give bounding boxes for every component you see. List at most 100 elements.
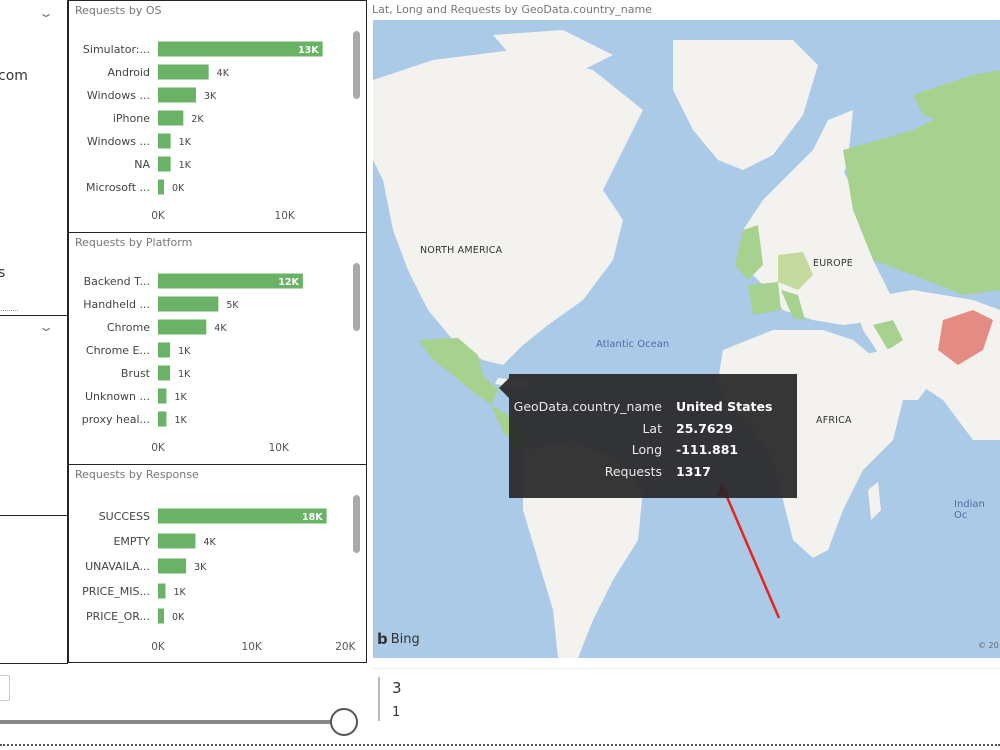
map-visual[interactable]: NORTH AMERICA EUROPE AFRICA Atlantic Oce… <box>373 20 1000 658</box>
bar[interactable] <box>158 179 164 195</box>
bar-category-label: Windows ... <box>87 89 150 102</box>
left-filter-panel-bottom <box>0 516 68 664</box>
bar[interactable] <box>158 388 167 404</box>
bar-category-label: proxy heal... <box>82 413 150 426</box>
bar[interactable] <box>158 64 209 80</box>
land-russia <box>843 90 1000 295</box>
bar[interactable] <box>158 533 196 549</box>
map-label-europe: EUROPE <box>813 258 853 269</box>
bar[interactable] <box>158 110 184 126</box>
bing-label: Bing <box>390 631 420 647</box>
map-title: Lat, Long and Requests by GeoData.countr… <box>372 3 652 16</box>
bar[interactable] <box>158 342 171 358</box>
tooltip-pointer <box>499 378 509 398</box>
tooltip-row: GeoData.country_name United States <box>509 396 797 418</box>
axis-tick-label: 10K <box>269 442 290 454</box>
tooltip-key: Lat <box>642 420 662 436</box>
land-iberia <box>748 282 781 315</box>
left-panel-fragment-top: com <box>0 68 28 84</box>
bar-chart-os: Simulator:... 13K Android 4K Windows ... 3K iP… <box>83 41 323 222</box>
tooltip-row: Lat 25.7629 <box>509 418 797 440</box>
bar-value-label: 1K <box>174 415 187 426</box>
bar-value-label: 1K <box>178 346 191 357</box>
chevron-down-icon[interactable]: ⌄ <box>37 6 55 20</box>
card-accent-bar <box>378 677 380 721</box>
bar[interactable] <box>158 133 171 149</box>
axis-tick-label: 0K <box>151 210 166 222</box>
slider-handle[interactable] <box>330 708 358 736</box>
bar[interactable] <box>158 583 166 599</box>
scrollbar[interactable] <box>353 495 360 553</box>
scrollbar[interactable] <box>353 31 360 99</box>
chart-title: Requests by Response <box>75 468 199 481</box>
bar-category-label: Backend T... <box>84 275 150 288</box>
bar-value-label: 4K <box>214 323 227 334</box>
world-map-shapes <box>373 30 1000 658</box>
bar-category-label: Chrome <box>107 321 150 334</box>
land-arctic-islands <box>493 30 613 75</box>
bar[interactable] <box>158 273 303 289</box>
slider-value-input[interactable] <box>0 675 10 701</box>
multi-row-card: 3 1 <box>372 668 1000 721</box>
bar-category-label: Simulator:... <box>83 43 150 56</box>
bar[interactable] <box>158 558 187 574</box>
land-north-america <box>373 50 643 365</box>
bar-value-label: 3K <box>194 562 207 573</box>
bar-chart-response: SUCCESS 18K EMPTY 4K UNAVAILA... 3K PRICE_MIS.… <box>82 508 357 653</box>
left-panel-divider <box>0 310 18 311</box>
bar[interactable] <box>158 365 171 381</box>
chart-requests-by-platform[interactable]: Requests by Platform Backend T... 12K Hand… <box>68 232 367 465</box>
slider-track[interactable] <box>0 720 335 724</box>
land-italy <box>781 290 805 320</box>
chart-requests-by-response[interactable]: Requests by Response SUCCESS 18K EMPTY 4K UN… <box>68 464 367 663</box>
bar[interactable] <box>158 411 167 427</box>
bar-category-label: Brust <box>121 367 151 380</box>
axis-tick-label: 10K <box>275 210 296 222</box>
bar-category-label: EMPTY <box>113 535 150 548</box>
chart-requests-by-os[interactable]: Requests by OS Simulator:... 13K Android 4K… <box>68 0 367 233</box>
tooltip-key: Requests <box>604 463 662 479</box>
bar-value-label: 4K <box>203 537 216 548</box>
bar-value-label: 3K <box>204 91 217 102</box>
bar-value-label: 0K <box>172 612 185 623</box>
bar-category-label: SUCCESS <box>99 510 150 523</box>
bing-logo-icon: b <box>377 630 388 648</box>
bar-chart-platform: Backend T... 12K Handheld ... 5K Chrome 4K Chr… <box>82 273 303 454</box>
bar[interactable] <box>158 319 207 335</box>
card-value-top: 3 <box>392 679 402 697</box>
axis-tick-label: 0K <box>151 442 166 454</box>
tooltip-key: Long <box>631 442 662 458</box>
chart-title: Requests by Platform <box>75 236 193 249</box>
page-bottom-border <box>0 744 1000 746</box>
bar[interactable] <box>158 608 164 624</box>
bar[interactable] <box>158 41 323 57</box>
bar[interactable] <box>158 296 219 312</box>
bar[interactable] <box>158 156 171 172</box>
land-madagascar <box>868 482 881 520</box>
chevron-down-icon[interactable]: ⌄ <box>37 320 55 334</box>
bar-value-label: 18K <box>302 512 323 523</box>
land-mexico <box>418 338 498 405</box>
bar-value-label: 13K <box>298 45 319 56</box>
bar-category-label: Windows ... <box>87 135 150 148</box>
bar-category-label: UNAVAILA... <box>85 560 150 573</box>
scrollbar[interactable] <box>353 263 360 331</box>
tooltip-value: United States <box>676 399 773 415</box>
land-middle-east-highlight <box>873 320 903 350</box>
bar-value-label: 1K <box>179 160 192 171</box>
bar-value-label: 1K <box>174 392 187 403</box>
annotation-arrow-line <box>722 489 781 619</box>
bar-value-label: 1K <box>179 137 192 148</box>
bar[interactable] <box>158 87 196 103</box>
bar-category-label: NA <box>134 158 150 171</box>
map-label-indian-ocean: Indian Oc <box>954 499 985 521</box>
bing-attribution[interactable]: b Bing <box>377 630 420 648</box>
land-arabia <box>863 345 933 400</box>
map-copyright: © 20 <box>978 641 999 650</box>
bar[interactable] <box>158 508 327 524</box>
map-label-africa: AFRICA <box>816 415 852 426</box>
tooltip-value: -111.881 <box>676 442 739 458</box>
left-panel-fragment-mid: s <box>0 265 6 281</box>
map-label-atlantic-ocean: Atlantic Ocean <box>596 339 670 350</box>
map-tooltip: GeoData.country_name United States Lat 25.7… <box>509 374 797 498</box>
